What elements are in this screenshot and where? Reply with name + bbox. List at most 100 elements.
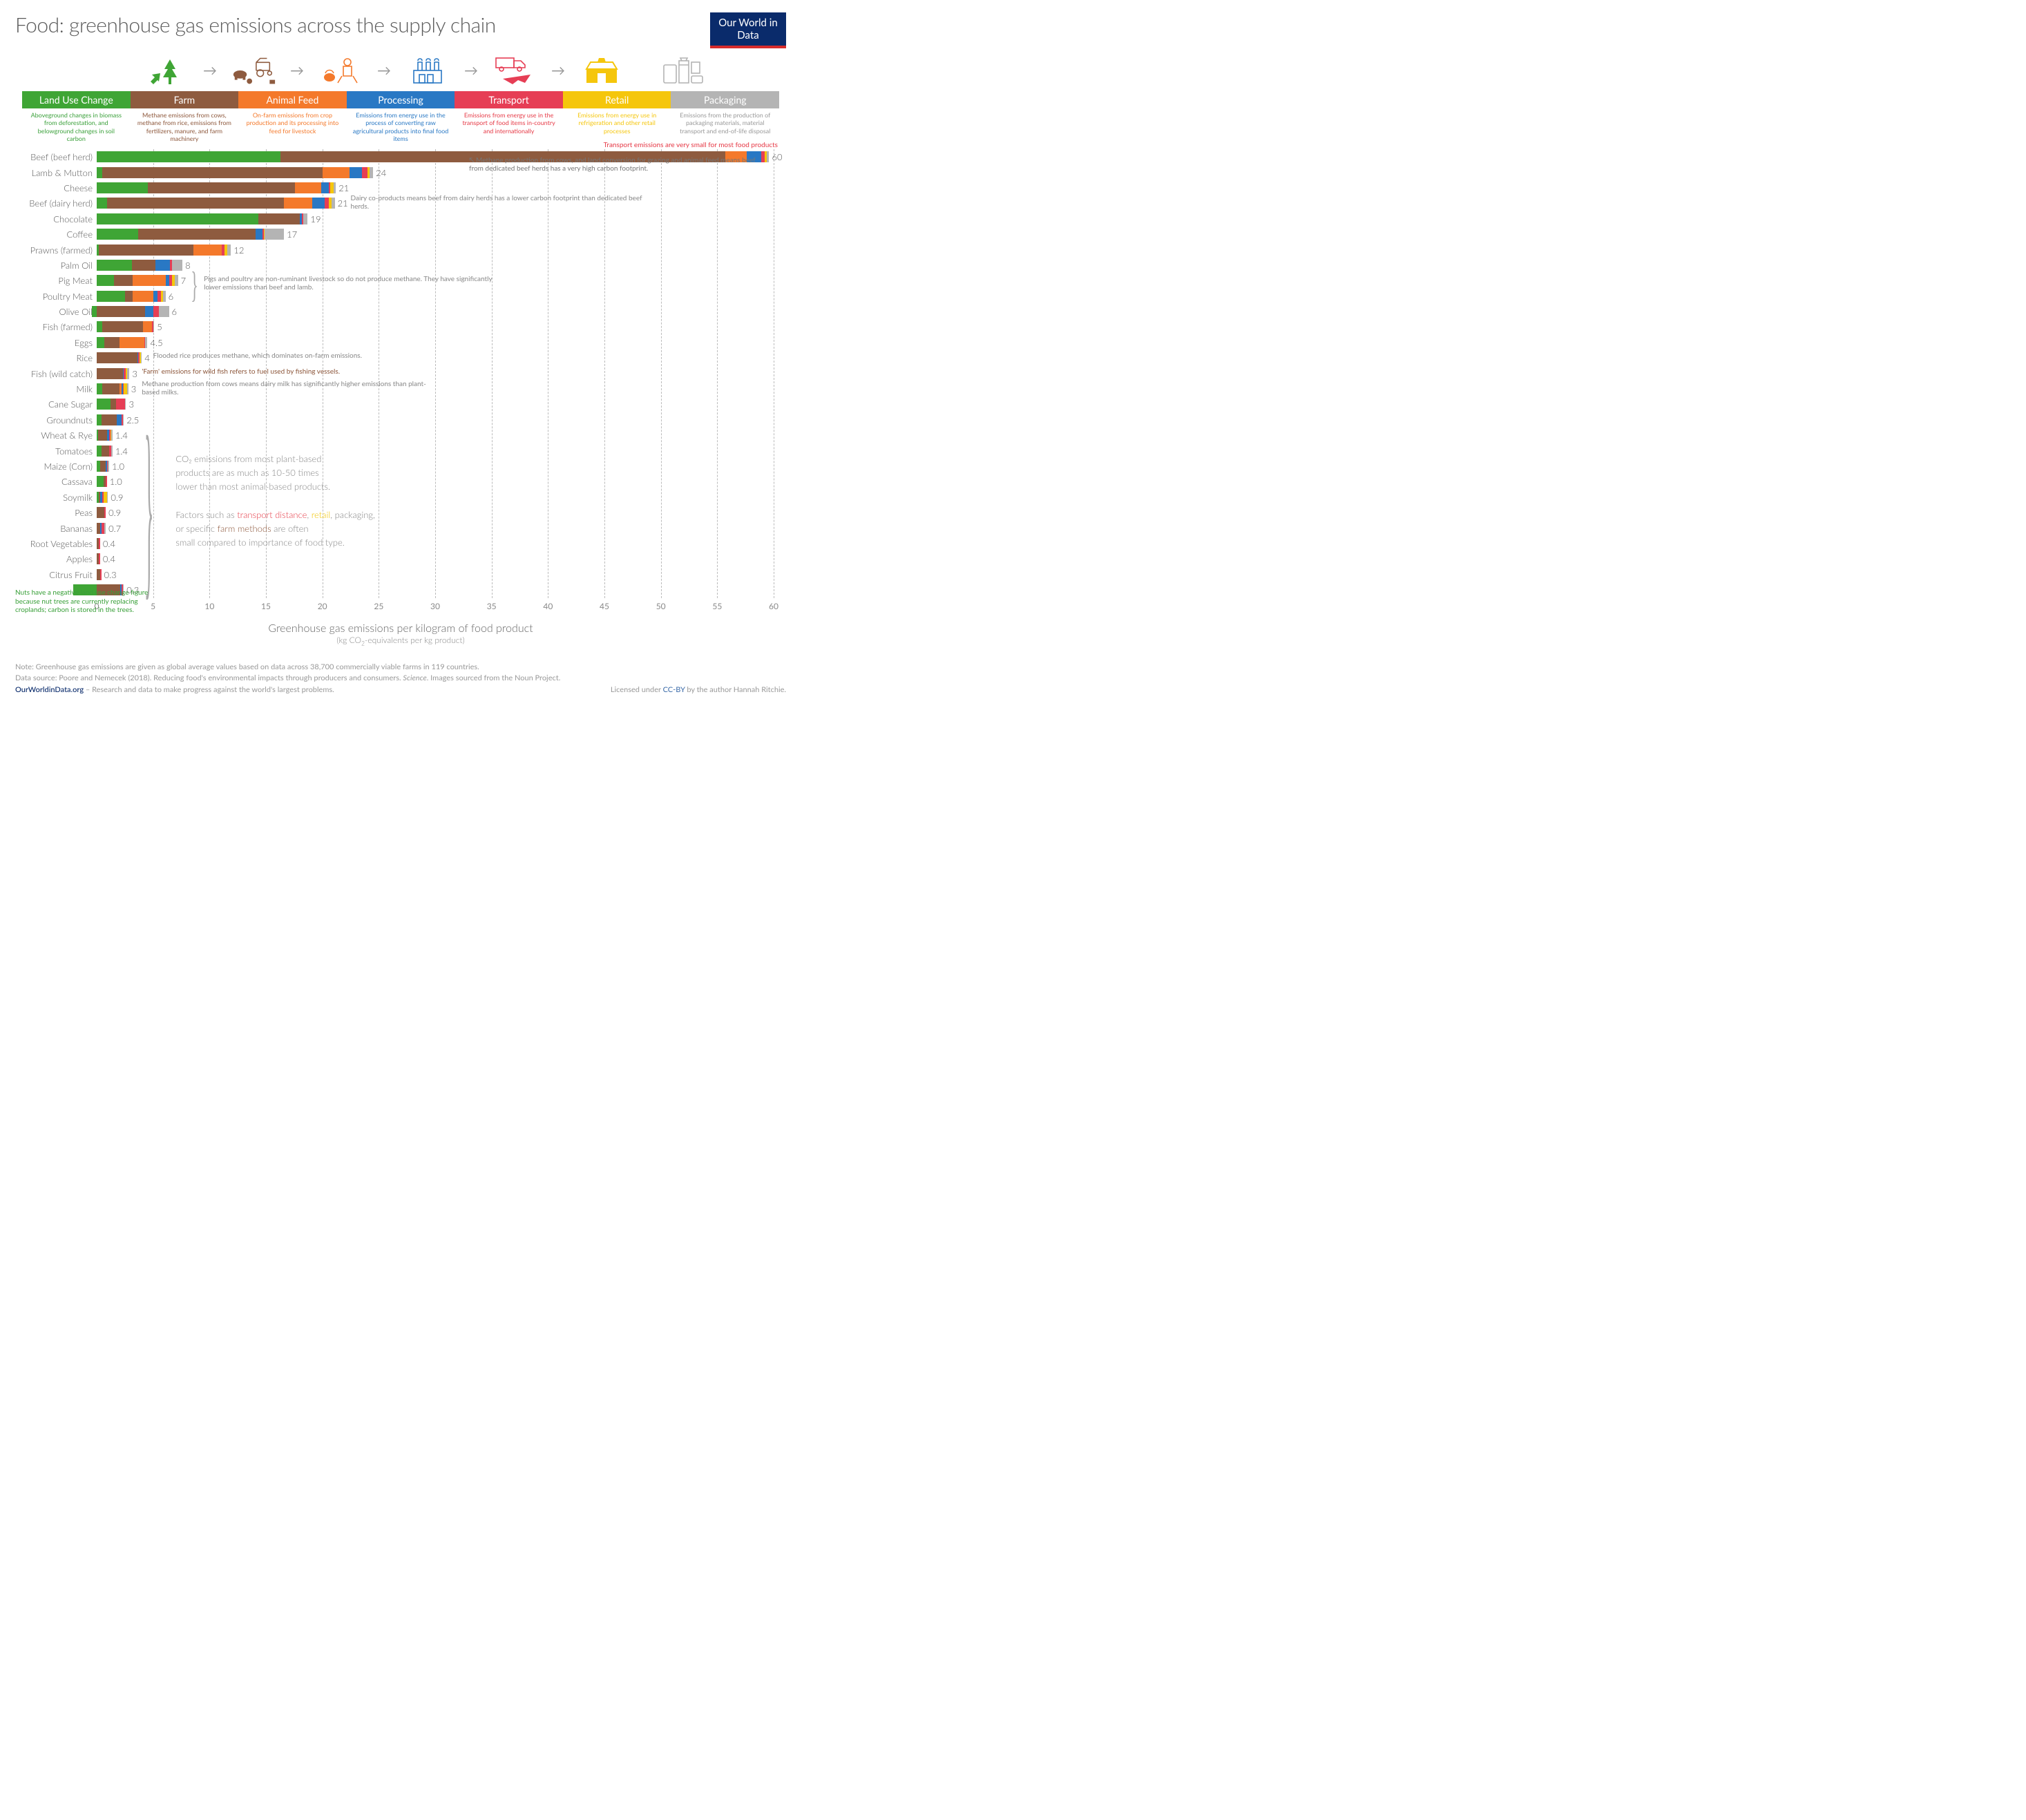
bar-row: Apples0.4 [97,551,774,566]
stage-desc: Emissions from energy use in the transpo… [455,108,563,140]
footer: Note: Greenhouse gas emissions are given… [15,662,786,696]
arrow-icon: → [464,62,478,79]
x-tick: 30 [430,601,440,611]
footer-license: Licensed under CC-BY by the author Hanna… [611,684,786,696]
row-label: Poultry Meat [15,291,93,302]
owid-link[interactable]: OurWorldinData.org [15,685,84,694]
row-label: Pig Meat [15,275,93,286]
total-label: 8 [185,260,191,271]
seg-land_use [97,291,125,302]
seg-land_use [97,275,114,286]
stage-label: Packaging [671,91,779,108]
packaging-icon [659,54,707,87]
arrow-icon: → [377,62,391,79]
bar-track: 6 [97,291,774,302]
seg-transport [362,167,367,178]
seg-packaging [265,229,284,240]
x-axis: 051015202530354045505560 [97,600,774,617]
seg-land_use [97,198,107,209]
seg-land_use [97,476,104,487]
total-label: 4.5 [151,337,163,348]
seg-farm [125,291,133,302]
seg-packaging [145,337,147,348]
stage-packaging: Packaging Emissions from the production … [671,91,779,142]
total-label: 3 [131,383,137,394]
bar-track: 0.3 [97,584,774,595]
bar-track: 4.5 [97,337,774,348]
stage-processing: Processing Emissions from energy use in … [347,91,455,142]
brace-icon: } [191,264,198,306]
seg-farm [97,368,123,379]
seg-packaging [227,245,231,256]
seg-processing [145,306,153,317]
bar-row: Coffee17 [97,227,774,242]
seg-feed [133,291,153,302]
total-label: 4 [144,352,150,363]
seg-feed [120,337,144,348]
cc-by-link[interactable]: CC-BY [663,685,685,694]
row-label: Bananas [15,523,93,534]
seg-packaging [370,167,373,178]
annotation: Methane production from cows means dairy… [142,380,439,396]
seg-transport [99,553,100,564]
row-label: Cane Sugar [15,399,93,410]
total-label: 1.4 [115,446,128,457]
bar-row: Nuts0.3 [97,582,774,597]
total-label: 0.9 [111,492,123,503]
seg-transport [106,476,107,487]
seg-land_use [97,213,258,224]
row-label: Soymilk [15,492,93,503]
seg-feed [295,182,321,193]
seg-packaging [163,291,165,302]
row-label: Beef (dairy herd) [15,198,93,209]
bar-row: Wheat & Rye1.4 [97,428,774,443]
total-label: 21 [338,198,348,209]
bar-track: 0.3 [97,569,774,580]
x-tick: 20 [318,601,327,611]
seg-packaging [111,430,113,441]
seg-farm [97,352,137,363]
bar-track: 21 [97,182,774,193]
total-label: 3 [128,399,134,410]
annotation: Flooded rice produces methane, which dom… [153,352,450,360]
x-tick: 50 [656,601,666,611]
row-label: Chocolate [15,213,93,224]
seg-land_use [97,383,102,394]
total-label: 7 [181,275,187,286]
transport-note: Transport emissions are very small for m… [604,141,778,149]
bar-track: 12 [97,245,774,256]
seg-packaging [104,523,106,534]
seg-processing [256,229,262,240]
total-label: 6 [172,306,178,317]
row-label: Cassava [15,476,93,487]
footer-tagline: – Research and data to make progress aga… [84,685,334,694]
farm-icon [229,54,278,87]
seg-packaging [125,399,126,410]
seg-feed [323,167,350,178]
seg-processing [155,260,170,271]
seg-farm [102,321,143,332]
big-note: CO₂ emissions from most plant-basedprodu… [175,452,375,549]
x-tick: 15 [261,601,271,611]
seg-land_use [97,260,132,271]
row-label: Groundnuts [15,414,93,425]
seg-farm [97,306,145,317]
seg-land_use [97,167,102,178]
stage-label: Farm [131,91,239,108]
seg-land_use [97,321,102,332]
seg-transport [99,538,100,549]
total-label: 2.5 [126,414,139,425]
bar-row: Groundnuts2.5 [97,412,774,428]
row-label: Lamb & Mutton [15,167,93,178]
total-label: 1.0 [110,476,122,487]
transport-icon [490,54,539,87]
stage-transport: Transport Emissions from energy use in t… [455,91,563,142]
stage-desc: Emissions from energy use in refrigerati… [563,108,671,140]
bar-track: 2.5 [97,414,774,425]
feed-icon [316,54,365,87]
x-tick: 45 [600,601,609,611]
header: Food: greenhouse gas emissions across th… [15,12,786,48]
arrow-icon: → [551,62,565,79]
seg-transport [153,306,159,317]
seg-processing [321,182,329,193]
